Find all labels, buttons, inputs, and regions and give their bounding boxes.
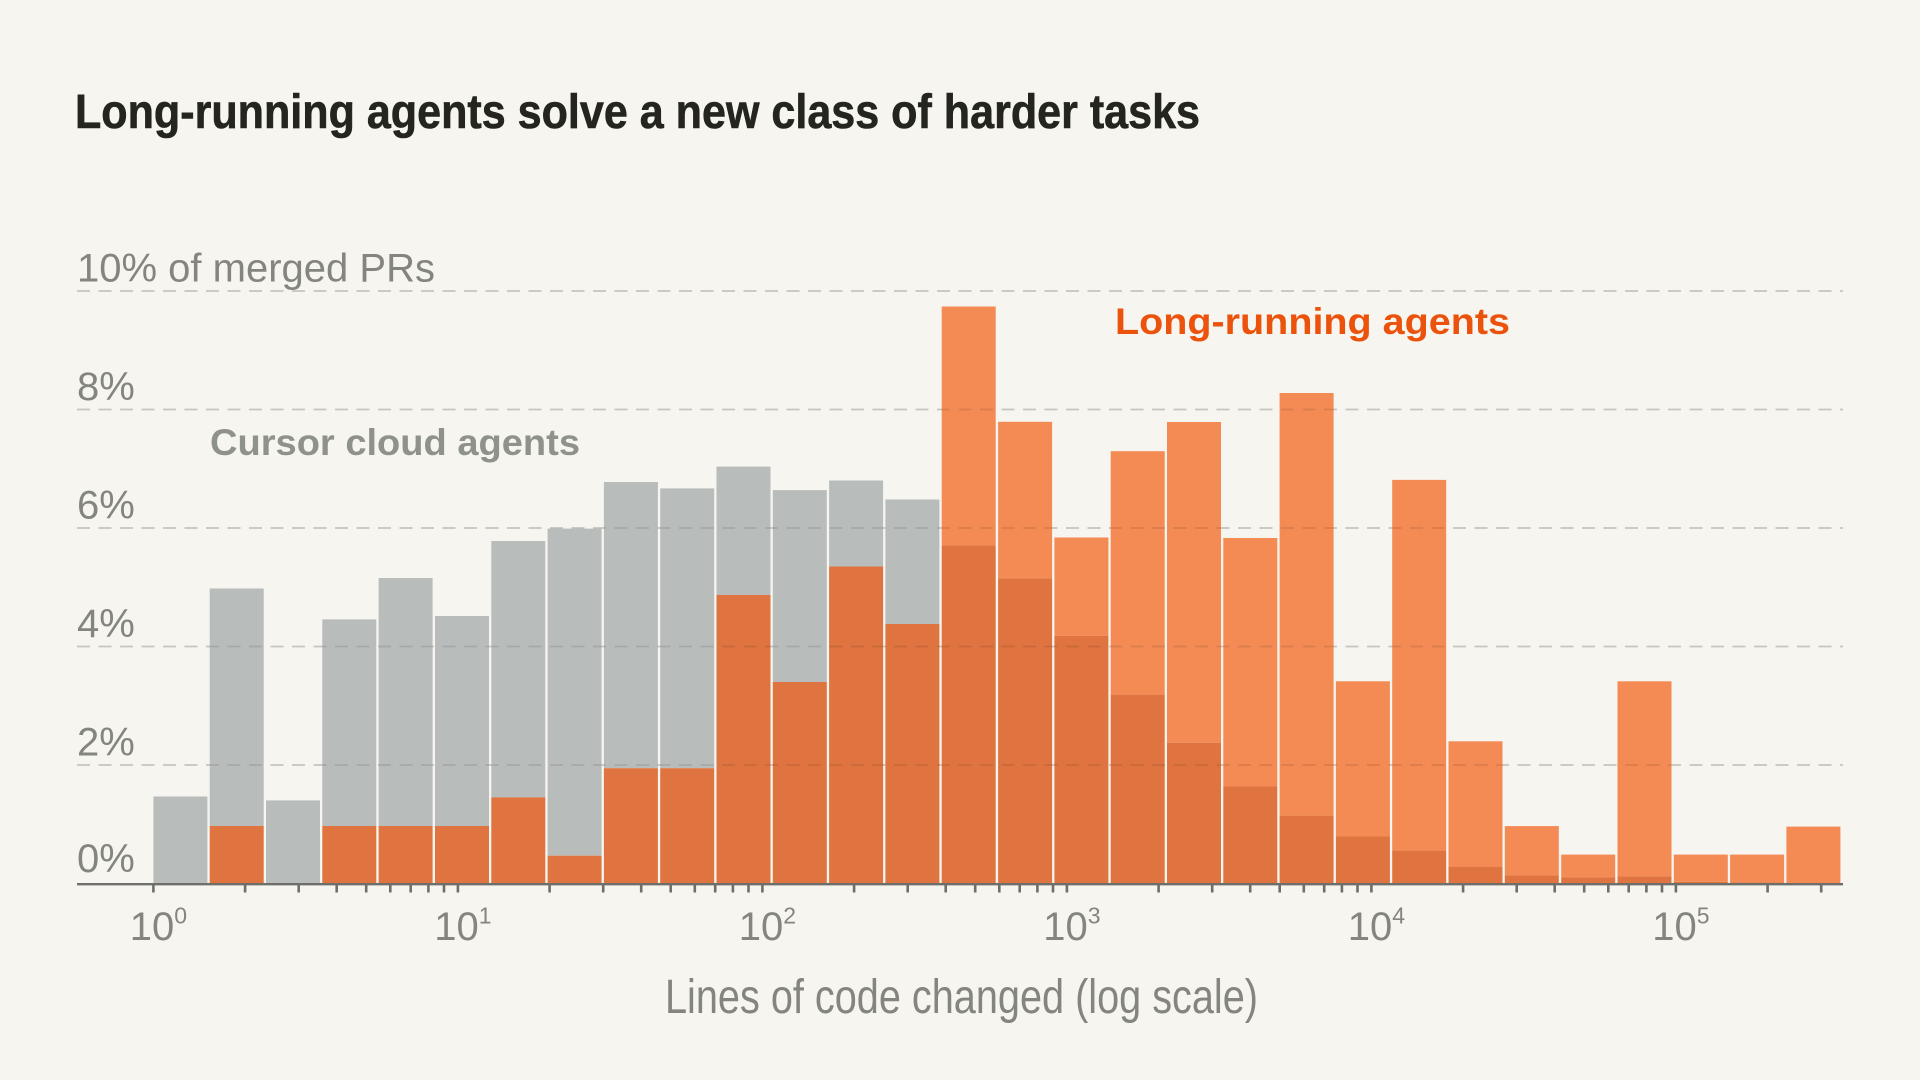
svg-text:0%: 0% xyxy=(77,837,135,881)
svg-text:8%: 8% xyxy=(77,365,135,409)
svg-text:Long-running agents solve a ne: Long-running agents solve a new class of… xyxy=(75,86,1200,139)
svg-text:2%: 2% xyxy=(77,721,135,765)
svg-text:4%: 4% xyxy=(77,602,135,646)
svg-text:Long-running agents: Long-running agents xyxy=(1115,301,1510,342)
svg-text:10% of merged PRs: 10% of merged PRs xyxy=(77,247,435,291)
svg-text:Lines of code changed (log sca: Lines of code changed (log scale) xyxy=(665,971,1258,1024)
svg-text:Cursor cloud agents: Cursor cloud agents xyxy=(210,422,580,463)
svg-text:100: 100 xyxy=(130,903,187,950)
svg-text:6%: 6% xyxy=(77,484,135,528)
